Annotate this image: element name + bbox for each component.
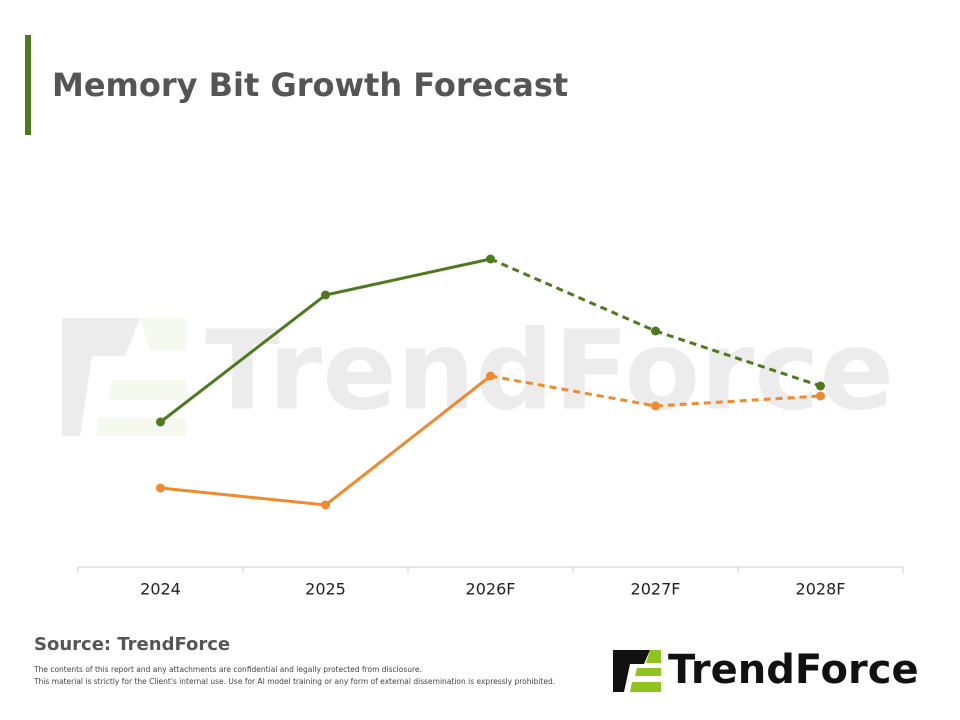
logo-icon xyxy=(613,650,650,692)
point xyxy=(816,391,825,401)
x-tick-label: 2027F xyxy=(631,580,681,599)
x-tick-label: 2026F xyxy=(466,580,516,599)
point xyxy=(156,417,165,427)
disclaimer: This material is strictly for the Client… xyxy=(33,677,555,686)
disclaimer: The contents of this report and any atta… xyxy=(33,665,422,674)
logo: TrendForce xyxy=(613,647,919,693)
watermark-text: TrendForce xyxy=(205,306,894,434)
chart-title: Memory Bit Growth Forecast xyxy=(52,66,568,104)
forecast-line xyxy=(490,374,821,408)
logo-icon xyxy=(630,650,661,692)
plot: 2024 2025 2026F 2027F 2028F xyxy=(77,254,904,599)
watermark-icon xyxy=(62,318,140,436)
point xyxy=(321,290,330,300)
point xyxy=(156,483,165,493)
point xyxy=(321,500,330,510)
x-tick-label: 2024 xyxy=(140,580,181,599)
logo-text: TrendForce xyxy=(668,647,919,693)
point xyxy=(816,381,825,391)
point xyxy=(651,401,660,411)
watermark-icon xyxy=(96,318,186,436)
source: Source: TrendForce xyxy=(34,634,230,655)
point xyxy=(486,371,495,381)
point xyxy=(486,254,495,264)
title-accent xyxy=(25,35,31,135)
watermark: TrendForce xyxy=(62,306,894,436)
x-tick-label: 2025 xyxy=(305,580,346,599)
point xyxy=(651,326,660,336)
x-tick-label: 2028F xyxy=(796,580,846,599)
